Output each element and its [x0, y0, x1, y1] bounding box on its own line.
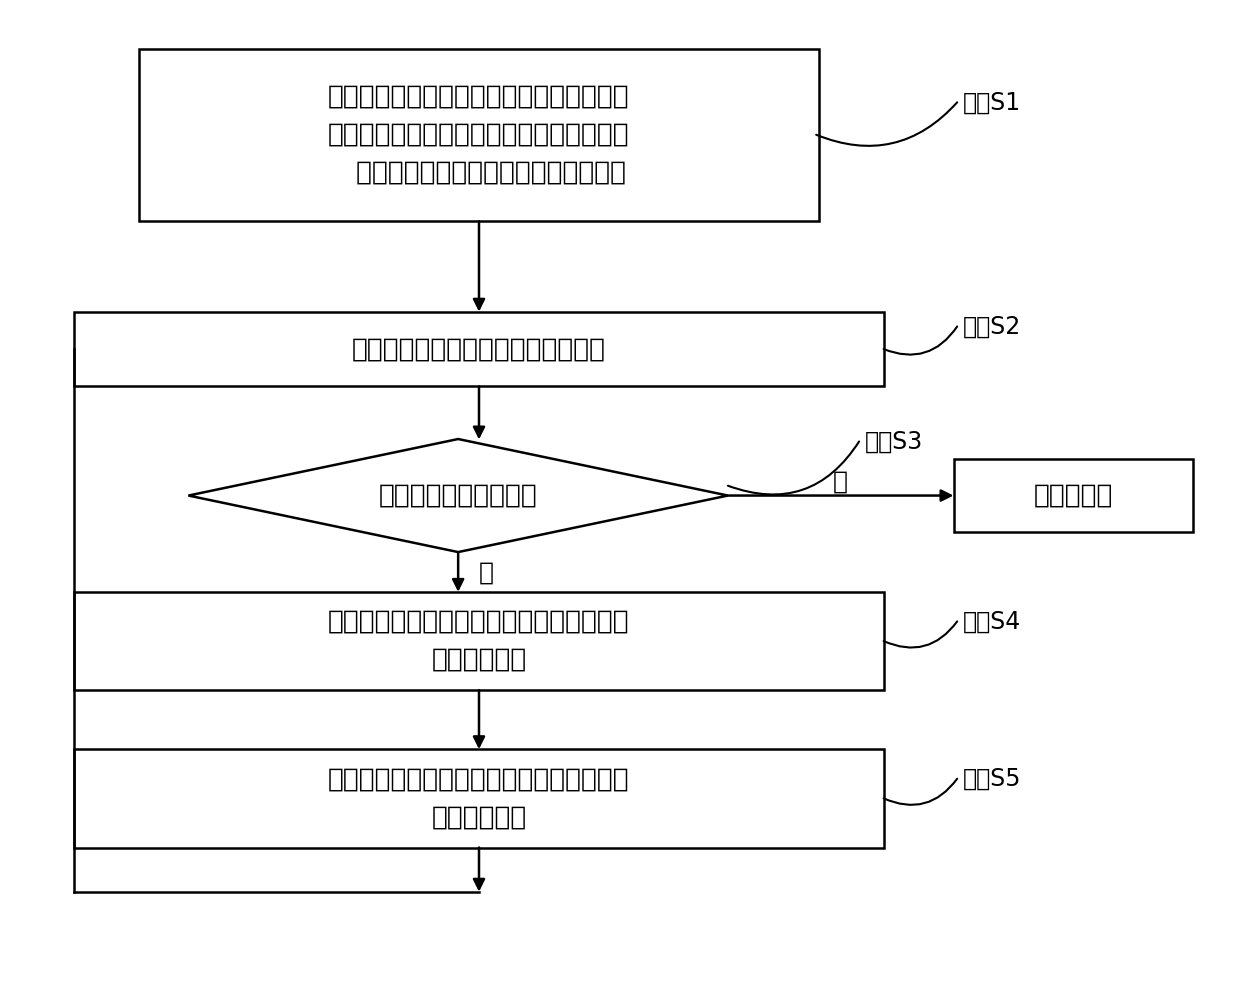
Bar: [74, 749, 884, 847]
Text: 步骤S5: 步骤S5: [963, 767, 1022, 791]
Bar: [74, 592, 884, 690]
Text: 输出最优解: 输出最优解: [1034, 483, 1114, 508]
Bar: [74, 312, 884, 386]
Text: 利用适应度函数进行染色体迭代计算: 利用适应度函数进行染色体迭代计算: [352, 336, 606, 362]
Text: 设定染色体编码方式，初始化种群，定义适
应度函数，设定交叉操作准则和变异操作准
   则，设定亲代选择策略和子代接收策略: 设定染色体编码方式，初始化种群，定义适 应度函数，设定交叉操作准则和变异操作准 …: [329, 84, 630, 185]
Bar: [139, 49, 820, 220]
Text: 步骤S4: 步骤S4: [963, 609, 1022, 633]
Text: 步骤S2: 步骤S2: [963, 314, 1022, 338]
Text: 根据亲代选择策略和子代接收策略对染色体
种群进行调整: 根据亲代选择策略和子代接收策略对染色体 种群进行调整: [329, 609, 630, 673]
Text: 步骤S1: 步骤S1: [963, 91, 1022, 115]
Text: 步骤S3: 步骤S3: [866, 430, 924, 454]
Text: 否: 否: [479, 560, 494, 584]
Text: 是: 是: [833, 470, 848, 494]
Text: 满足迭代的停止标准？: 满足迭代的停止标准？: [378, 483, 537, 508]
Bar: [954, 459, 1193, 532]
Polygon shape: [188, 439, 728, 552]
Text: 根据交叉操作准则和变异操作准则对染色体
种群进行调整: 根据交叉操作准则和变异操作准则对染色体 种群进行调整: [329, 767, 630, 831]
